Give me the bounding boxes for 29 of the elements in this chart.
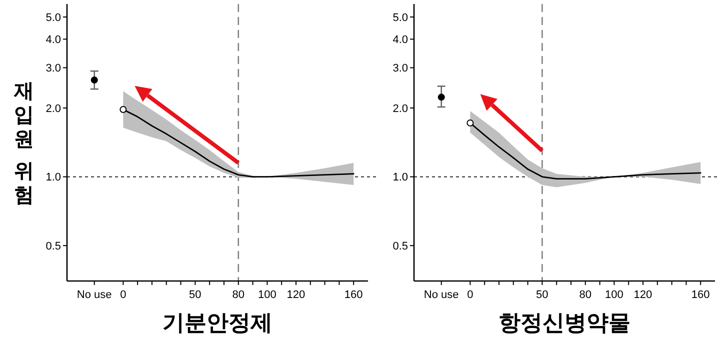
x-tick-label: 0 [120,289,126,301]
x-tick-label: 0 [467,289,474,301]
y-tick-label: 5.0 [392,12,408,24]
y-tick-label: 5.0 [46,12,61,24]
x-tick-label: 100 [605,289,624,301]
x-tick-label: 100 [258,289,276,301]
x-tick-label: 80 [579,289,592,301]
y-tick-label: 2.0 [46,102,61,115]
x-tick-label: 50 [189,289,202,301]
x-tick-label: 160 [344,289,363,301]
y-tick-label: 2.0 [392,102,408,115]
x-axis-title: 기분안정제 [162,311,272,336]
y-tick-label: 3.0 [392,62,408,75]
y-tick-label: 3.0 [46,62,61,75]
y-tick-label: 0.5 [392,240,408,252]
x-tick-label: No use [76,289,112,301]
y-tick-label: 1.0 [392,172,408,184]
x-tick-label: 80 [232,289,245,301]
x-tick-label: 120 [634,289,652,301]
x-tick-label: 50 [536,289,548,301]
y-tick-label: 4.0 [46,34,61,46]
x-tick-label: No use [424,289,459,301]
x-tick-label: 120 [286,289,306,301]
y-tick-label: 1.0 [46,172,61,184]
x-axis-title: 항정신병약물 [498,311,630,336]
y-tick-label: 4.0 [392,34,408,46]
x-tick-label: 160 [691,289,710,301]
y-tick-label: 0.5 [46,240,61,252]
y-axis-title: 재입원 위험 [13,78,34,206]
